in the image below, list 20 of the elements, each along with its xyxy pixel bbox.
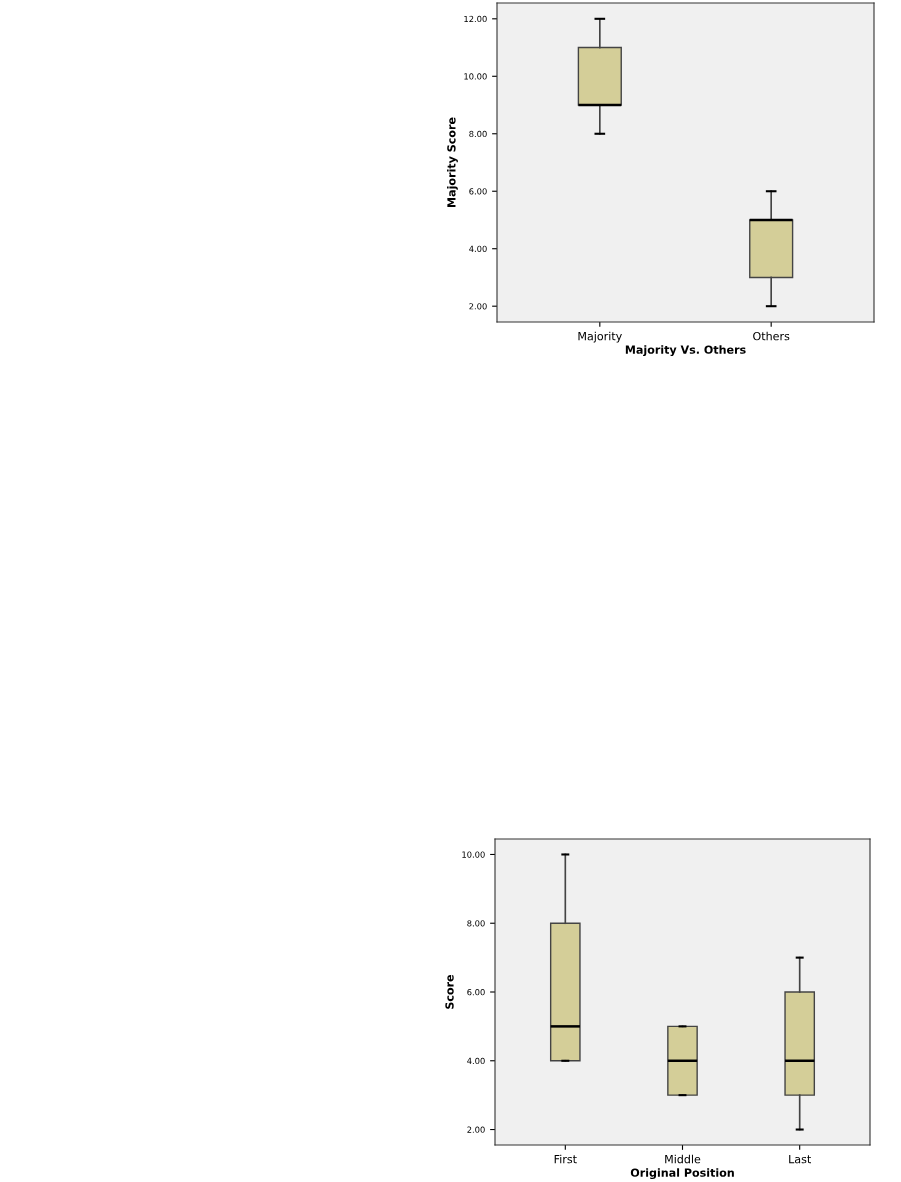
x-tick-label: Middle [665,1154,701,1164]
x-tick-label: Others [753,331,790,341]
y-axis-title: Score [445,974,454,1009]
y-tick-label: 4.00 [467,1057,485,1065]
x-tick-label: Last [789,1155,811,1164]
x-tick-label: Majority [578,331,622,343]
x-axis-title: Majority Vs. Others [625,345,746,357]
x-axis-title: Original Position [630,1168,734,1180]
y-tick-label: 12.00 [464,15,487,23]
y-tick-label: 2.00 [469,303,487,310]
y-tick-label: 10.00 [464,73,487,80]
y-tick-label: 2.00 [467,1126,485,1133]
y-axis-title: Majority Score [447,117,458,207]
x-tick-label: First [554,1154,577,1164]
y-tick-label: 8.00 [467,920,485,927]
y-tick-label: 6.00 [469,188,487,195]
y-tick-label: 8.00 [469,130,487,138]
y-tick-label: 4.00 [469,245,487,252]
y-tick-label: 6.00 [467,988,485,996]
y-tick-label: 10.00 [462,851,485,858]
